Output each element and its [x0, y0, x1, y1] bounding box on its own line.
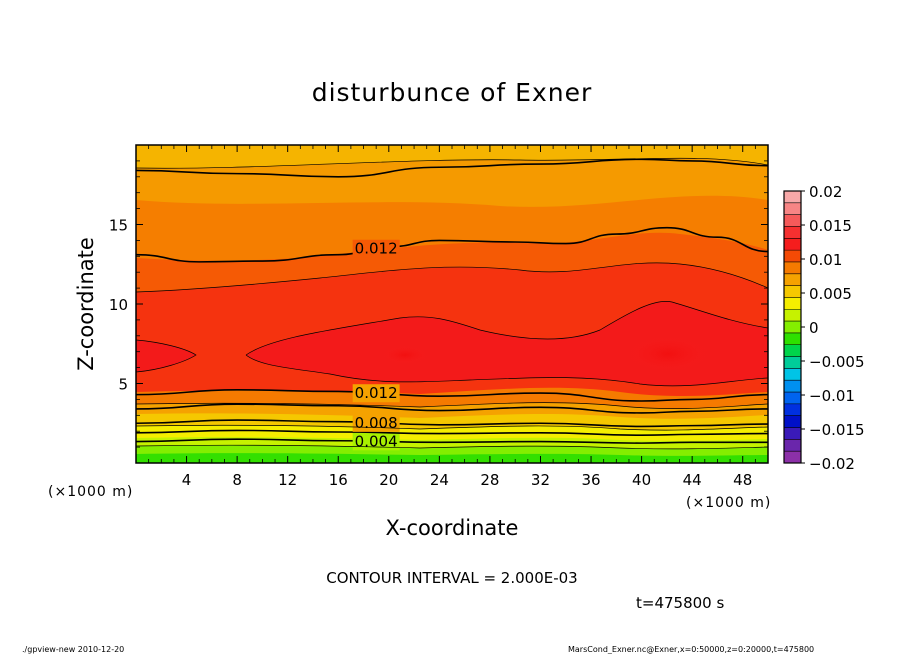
contour-label-bg-5 [352, 239, 400, 258]
thin-contours [136, 157, 768, 450]
contour-line-6 [136, 158, 768, 178]
colorbar-tick-label-0: 0.02 [809, 183, 842, 201]
contour-label-bg-0 [352, 432, 400, 451]
colorbar-tick-label-7: −0.015 [809, 421, 865, 439]
contour-line-1 [136, 429, 768, 436]
x-tick-label-1: 8 [232, 471, 242, 489]
contour-line-5 [136, 226, 768, 263]
colorbar-band-16 [784, 380, 801, 393]
colorbar-band-11 [784, 321, 801, 334]
y-tick-label-0: 5 [118, 376, 128, 394]
x-tick-label-6: 28 [480, 471, 499, 489]
colorbar-band-14 [784, 356, 801, 369]
colorbar-band-15 [784, 368, 801, 381]
colorbar-band-12 [784, 332, 801, 346]
colorbar-band-18 [784, 403, 801, 417]
contour-interval-text: CONTOUR INTERVAL = 2.000E-03 [326, 569, 577, 587]
contour-label-bg-4 [352, 384, 400, 403]
contour-line-4 [136, 389, 768, 402]
contour-label-0: 0.004 [355, 432, 398, 450]
y-axis-ticks: 5 10 15 [109, 160, 768, 448]
x-tick-label-10: 44 [683, 471, 702, 489]
colorbar-tick-label-4: 0 [809, 319, 819, 337]
colorbar-band-13 [784, 344, 801, 358]
x-tick-label-0: 4 [182, 471, 192, 489]
contour-label-2: 0.008 [355, 414, 398, 432]
contour-label-5: 0.012 [355, 240, 398, 258]
contour-line-3 [136, 403, 768, 414]
colorbar-tick-label-1: 0.015 [809, 217, 852, 235]
colorbar-tick-label-5: −0.005 [809, 353, 865, 371]
contour-line-0 [136, 438, 768, 444]
chart-title: disturbunce of Exner [312, 78, 593, 107]
colorbar-band-0 [784, 191, 801, 204]
y-axis-label: Z-coordinate [74, 237, 98, 371]
footer-left: ./gpview-new 2010-12-20 [22, 645, 124, 654]
x-tick-label-8: 36 [581, 471, 600, 489]
x-unit-right: (×1000 m) [686, 495, 771, 511]
colorbar-band-7 [784, 273, 801, 287]
x-tick-label-9: 40 [632, 471, 651, 489]
colorbar-band-21 [784, 439, 801, 452]
colorbar-tick-label-6: −0.01 [809, 387, 855, 405]
colorbar-band-19 [784, 415, 801, 429]
core-left-lobe [136, 340, 196, 372]
colorbar-band-9 [784, 297, 801, 310]
x-axis-label: X-coordinate [386, 516, 519, 540]
colorbar-tick-label-8: −0.02 [809, 455, 855, 473]
colorbar-band-17 [784, 392, 801, 405]
core-max-right [622, 334, 714, 374]
core-max-left [379, 345, 431, 365]
colorbar-tick-label-3: 0.005 [809, 285, 852, 303]
footer-right: MarsCond_Exner.nc@Exner,x=0:50000,z=0:20… [568, 645, 814, 654]
x-tick-label-5: 24 [430, 471, 449, 489]
contour-label-4: 0.012 [355, 384, 398, 402]
y-tick-label-1: 10 [109, 296, 128, 314]
contour-line-2 [136, 419, 768, 428]
colorbar-band-8 [784, 285, 801, 298]
y-tick-label-2: 15 [109, 217, 128, 235]
colorbar-ticks: 0.02 0.015 0.01 0.005 0 −0.005 −0.01 −0.015 −0.0… [801, 183, 865, 473]
x-tick-label-3: 16 [329, 471, 348, 489]
time-text: t=475800 s [636, 594, 724, 612]
band-lower-green [136, 453, 768, 463]
colorbar-band-22 [784, 451, 801, 464]
colorbar-band-2 [784, 214, 801, 227]
x-tick-label-4: 20 [379, 471, 398, 489]
colorbar-band-6 [784, 261, 801, 275]
colorbar-band-3 [784, 226, 801, 239]
colorbar-band-4 [784, 238, 801, 251]
colorbar-band-5 [784, 250, 801, 263]
x-axis-ticks: 4 8 12 16 20 24 28 32 36 40 44 48 [148, 145, 756, 489]
colorbar-band-1 [784, 202, 801, 216]
colorbar-tick-label-2: 0.01 [809, 251, 842, 269]
x-tick-label-7: 32 [531, 471, 550, 489]
x-tick-label-2: 12 [278, 471, 297, 489]
x-tick-label-11: 48 [733, 471, 752, 489]
colorbar-band-10 [784, 309, 801, 322]
x-unit-left: (×1000 m) [48, 484, 133, 500]
colorbar [783, 190, 802, 464]
colorbar-band-20 [784, 427, 801, 440]
